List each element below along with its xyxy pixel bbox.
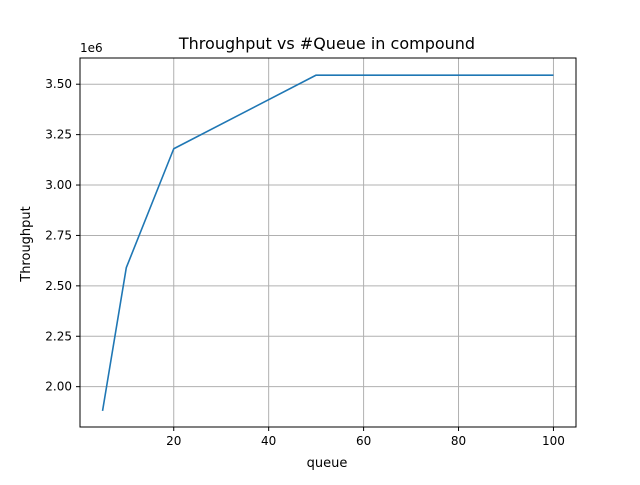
x-tick-label: 100	[542, 434, 565, 448]
plot-frame	[79, 57, 577, 428]
series-layer	[101, 74, 554, 412]
x-tick-label: 60	[356, 434, 371, 448]
y-tick-label: 3.00	[45, 178, 72, 192]
y-tick-label: 3.25	[45, 128, 72, 142]
y-axis-offset-label: 1e6	[80, 41, 103, 55]
x-tick-label: 80	[451, 434, 466, 448]
y-tick-label: 2.00	[45, 380, 72, 394]
x-tick-label: 40	[261, 434, 276, 448]
chart-title: Throughput vs #Queue in compound	[178, 34, 475, 53]
x-axis-label: queue	[307, 456, 348, 471]
y-tick-label: 2.75	[45, 228, 72, 242]
y-tick-label: 2.50	[45, 279, 72, 293]
grid	[80, 58, 576, 427]
x-tick-label: 20	[166, 434, 181, 448]
y-axis-label: Throughput	[19, 206, 34, 283]
y-tick-label: 2.25	[45, 329, 72, 343]
y-tick-label: 3.50	[45, 77, 72, 91]
ticks: 20 40 60 80 100 2.00 2.25 2.50 2.75 3.00 3.25 3.50	[45, 77, 565, 448]
throughput-series-line	[101, 74, 554, 412]
